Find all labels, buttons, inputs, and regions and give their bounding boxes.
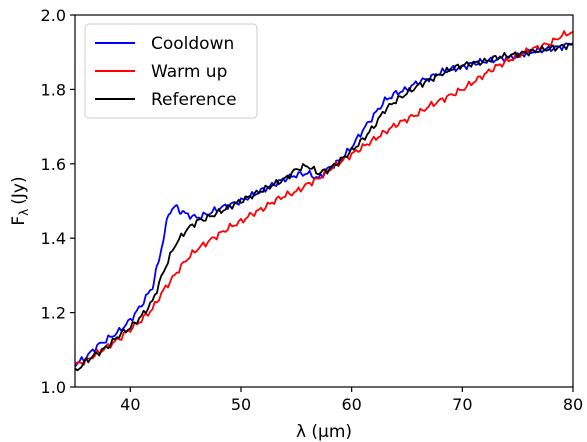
legend-label: Cooldown — [151, 34, 234, 54]
y-tick-label: 1.2 — [41, 304, 66, 323]
x-axis-label: λ (μm) — [296, 422, 352, 442]
plot-frame — [74, 14, 574, 388]
legend-label: Reference — [151, 90, 237, 110]
legend-box — [84, 23, 258, 119]
x-tick-label: 40 — [120, 395, 140, 414]
x-tick-label: 70 — [452, 395, 472, 414]
y-tick-label: 1.8 — [41, 80, 66, 99]
x-tick-label: 60 — [341, 395, 361, 414]
y-tick-label: 1.4 — [41, 229, 66, 248]
chart-legend: Cooldown Warm up Reference — [84, 23, 258, 119]
y-tick-label: 2.0 — [41, 6, 66, 25]
y-tick-label: 1.0 — [41, 378, 66, 397]
legend-label: Warm up — [151, 62, 227, 82]
y-tick-label: 1.6 — [41, 155, 66, 174]
axes-layer: 40 50 60 70 80 1.0 1.2 1.4 1.6 1.8 2.0 λ (μm) Fλ(Jy) — [9, 6, 583, 442]
series-line-reference — [75, 42, 573, 372]
series-line-cooldown — [75, 42, 573, 368]
x-tick-label: 80 — [563, 395, 583, 414]
series-layer — [75, 30, 573, 372]
series-line-warm-up — [75, 30, 573, 366]
y-axis-label: Fλ(Jy) — [9, 176, 31, 225]
x-tick-label: 50 — [231, 395, 251, 414]
